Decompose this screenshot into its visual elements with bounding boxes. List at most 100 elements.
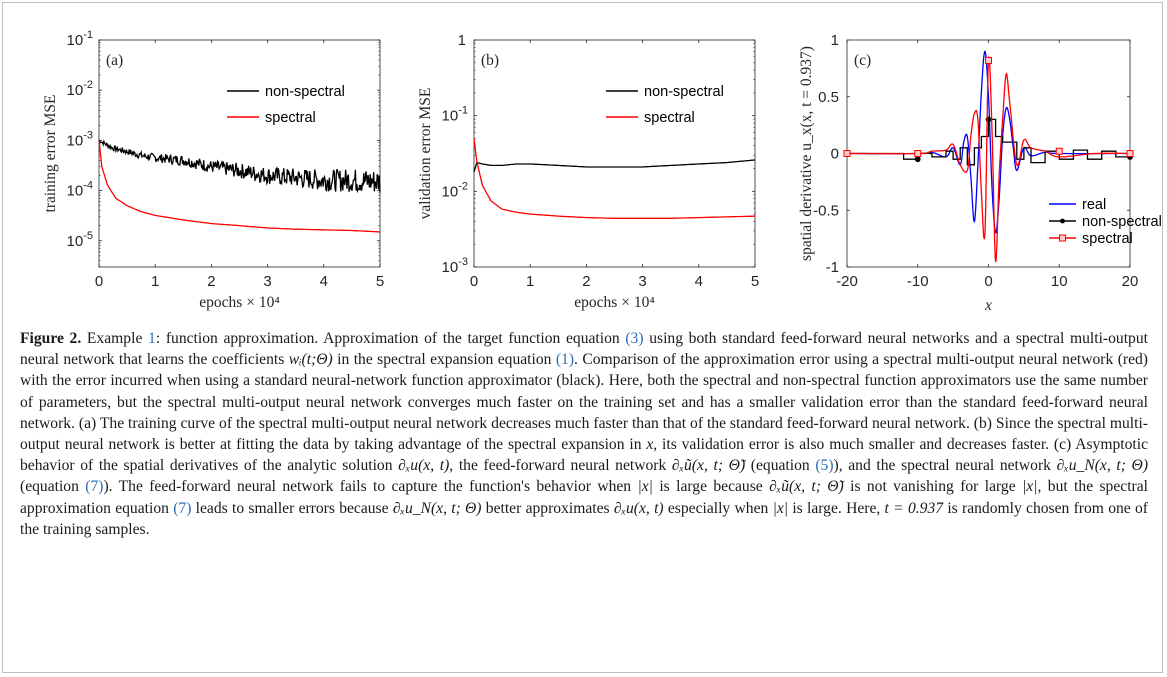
legend-label: real <box>1082 197 1106 213</box>
legend-label: non-spectral <box>644 84 724 100</box>
caption-math: ∂ₓu(x, t) <box>398 457 450 475</box>
series-marker <box>985 56 992 64</box>
figure-panels: 0 1 2 3 4 5 10-5 10-4 10-3 10-2 10-1 non-spectral sp… <box>42 29 1162 314</box>
x-tick-label: -10 <box>907 273 929 290</box>
caption-math: ∂ₓu(x, t) <box>613 499 664 517</box>
x-tick-label: 1 <box>151 273 159 290</box>
series-marker <box>914 156 921 163</box>
caption-text: : function approximation. Approximation … <box>155 330 626 347</box>
caption-text: using both standard feed-forward neural … <box>20 330 1148 369</box>
caption-math: ∂ₓu_N(x, t; Θ) <box>392 499 482 517</box>
x-tick-label: 0 <box>470 273 478 290</box>
x-tick-label: -20 <box>836 273 858 290</box>
y-tick-label: 10-1 <box>442 105 468 125</box>
caption-text: . Comparison of the approximation error … <box>20 351 1148 454</box>
series-marker <box>1055 147 1063 155</box>
y-tick-label: 0.5 <box>818 89 839 106</box>
y-tick-label: 10-3 <box>442 256 468 276</box>
series-line-non-spectral <box>473 159 756 173</box>
caption-math: t = 0.937 <box>884 499 944 517</box>
x-tick-label: 5 <box>751 273 759 290</box>
x-axis-label: epochs × 10⁴ <box>199 294 279 311</box>
legend-label: spectral <box>644 110 695 126</box>
figure-caption: Figure 2. Example 1: function approximat… <box>20 328 1148 540</box>
legend-label: spectral <box>1082 231 1133 247</box>
series-line-non-spectral <box>847 118 1131 166</box>
caption-ref-link[interactable]: (3) <box>625 330 644 347</box>
caption-text: Example <box>81 330 149 347</box>
series-line-real <box>847 50 1130 234</box>
y-tick-label: 10-3 <box>67 129 93 149</box>
panel-label: (a) <box>106 52 123 69</box>
x-tick-label: 20 <box>1122 273 1139 290</box>
caption-text: ), and the spectral neural network <box>833 457 1057 475</box>
caption-text: ). The feed-forward neural network fails… <box>103 478 638 496</box>
series-line-spectral <box>473 138 756 219</box>
caption-ref-link[interactable]: (5) <box>815 457 834 475</box>
panel-label: (c) <box>854 52 871 69</box>
caption-ref-link[interactable]: (1) <box>555 351 575 369</box>
caption-text: , the feed-forward neural network <box>449 457 672 475</box>
y-tick-label: 10-2 <box>67 79 93 99</box>
y-tick-label: 1 <box>831 32 839 49</box>
caption-text: is randomly chosen from one of the train… <box>20 499 1148 538</box>
y-tick-label: 10-4 <box>67 180 93 200</box>
caption-ref-link[interactable]: (7) <box>85 478 104 496</box>
y-axis-label: spatial derivative u_x(x, t = 0.937) <box>798 46 815 261</box>
caption-text: better approximates <box>481 499 614 517</box>
x-tick-label: 0 <box>95 273 103 290</box>
caption-math: |x| <box>772 499 789 517</box>
caption-math: |x| <box>637 478 653 496</box>
legend-label: spectral <box>265 110 316 126</box>
caption-text: is large. Here, <box>788 499 885 517</box>
caption-text: , its validation error is also much smal… <box>20 436 1148 475</box>
caption-math: ∂ₓu_N(x, t; Θ) <box>1056 457 1149 475</box>
x-axis-label: x <box>984 297 992 314</box>
x-tick-label: 10 <box>1051 273 1068 290</box>
series-line-spectral <box>847 55 1130 263</box>
legend-marker <box>1059 234 1066 242</box>
y-tick-label: 10-1 <box>67 29 93 49</box>
caption-text: is large because <box>652 478 770 496</box>
series-marker <box>1126 150 1134 157</box>
series-marker <box>843 150 851 157</box>
x-tick-label: 4 <box>695 273 703 290</box>
y-tick-label: 0 <box>831 146 839 163</box>
caption-ref-link[interactable]: (7) <box>173 499 192 517</box>
x-tick-label: 4 <box>320 273 328 290</box>
caption-ref-link[interactable]: 1 <box>148 330 156 347</box>
caption-text: is not vanishing for large <box>843 478 1022 496</box>
x-tick-label: 1 <box>526 273 534 290</box>
caption-math: |x| <box>1022 478 1038 496</box>
y-tick-label: 1 <box>458 32 466 49</box>
caption-label: Figure 2. <box>20 330 82 347</box>
x-tick-label: 2 <box>582 273 590 290</box>
x-tick-label: 3 <box>263 273 271 290</box>
caption-math: x <box>646 436 654 454</box>
y-tick-label: 10-2 <box>442 180 468 200</box>
caption-text: , but the spectral approximation equatio… <box>20 478 1148 517</box>
y-axis-label: training error MSE <box>42 95 59 213</box>
y-tick-label: -0.5 <box>813 202 839 219</box>
x-tick-label: 3 <box>638 273 646 290</box>
plot-area-frame <box>473 39 756 268</box>
y-tick-label: 10-5 <box>67 230 93 250</box>
x-tick-label: 0 <box>984 273 992 290</box>
series-line-spectral <box>98 140 381 233</box>
legend-label: non-spectral <box>265 84 345 100</box>
series-marker <box>914 150 922 157</box>
caption-math: wᵢ(t;Θ) <box>288 351 333 369</box>
caption-text: in the spectral expansion equation <box>332 351 556 369</box>
x-axis-label: epochs × 10⁴ <box>574 294 654 311</box>
caption-text: leads to smaller errors because <box>191 499 393 517</box>
y-axis-label: validation error MSE <box>417 88 434 220</box>
caption-text: especially when <box>663 499 773 517</box>
x-tick-label: 2 <box>207 273 215 290</box>
plot-area-frame <box>98 39 381 268</box>
caption-text: (equation <box>20 478 86 496</box>
caption-math: ∂ₓũ(x, t; Θ̃) <box>769 478 844 496</box>
panel-label: (b) <box>481 52 499 69</box>
caption-text: (equation <box>745 457 816 475</box>
caption-math: ∂ₓũ(x, t; Θ̃) <box>671 457 746 475</box>
